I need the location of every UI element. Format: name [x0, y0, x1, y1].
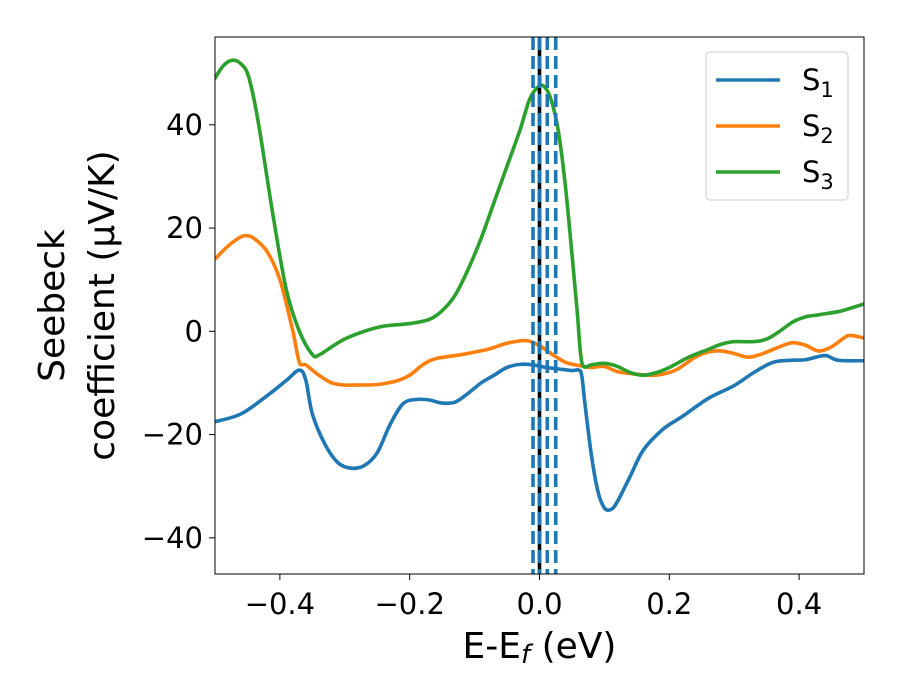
legend-label-main: S: [802, 155, 820, 189]
legend-label-sub: 1: [820, 78, 833, 102]
legend-label-sub: 2: [820, 124, 833, 148]
x-tick-label: 0.4: [776, 587, 822, 621]
y-tick-label: 20: [166, 211, 203, 245]
x-axis-title-unit: (eV): [530, 626, 616, 667]
series-line-s3: [215, 58, 864, 378]
y-axis-title-line2: coefficient (μV/K): [82, 150, 123, 460]
legend-label-main: S: [802, 109, 820, 143]
y-tick-label: 0: [185, 314, 203, 348]
legend-label-s1: S1: [802, 63, 834, 102]
y-axis-title: Seebeck coefficient (μV/K): [32, 150, 123, 460]
x-tick-label: −0.4: [245, 587, 315, 621]
y-tick-label: −20: [142, 418, 203, 452]
legend-label-s2: S2: [802, 109, 834, 148]
x-axis-title: E-Ef (eV): [463, 626, 617, 670]
x-axis: −0.4 −0.2 0.0 0.2 0.4: [245, 574, 822, 621]
y-axis-title-line1: Seebeck: [32, 229, 73, 382]
y-tick-label: −40: [142, 521, 203, 555]
legend-label-s3: S3: [802, 155, 834, 194]
y-axis: −40 −20 0 20 40: [142, 108, 215, 555]
vline-layer: [531, 37, 558, 574]
x-tick-label: 0.2: [646, 587, 692, 621]
x-tick-label: 0.0: [516, 587, 562, 621]
legend-label-sub: 3: [820, 170, 833, 194]
y-tick-label: 40: [166, 108, 203, 142]
legend-label-main: S: [802, 63, 820, 97]
x-axis-title-main: E-E: [463, 626, 521, 667]
x-tick-label: −0.2: [374, 587, 444, 621]
